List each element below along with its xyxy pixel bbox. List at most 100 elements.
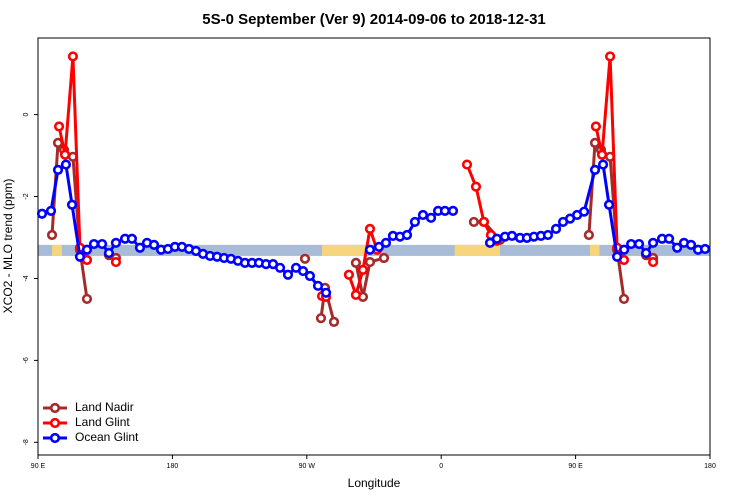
data-point	[618, 293, 630, 305]
plot-frame	[37, 37, 711, 456]
y-tick-label: 0	[23, 113, 30, 117]
data-point	[53, 121, 65, 132]
data-point	[364, 244, 376, 255]
data-point	[484, 237, 496, 248]
data-point	[67, 51, 79, 62]
data-point	[134, 242, 146, 253]
data-point	[66, 199, 78, 210]
data-point	[478, 216, 490, 228]
data-point	[461, 159, 473, 170]
chart-title: 5S-0 September (Ver 9) 2014-09-06 to 201…	[202, 11, 546, 28]
data-point	[350, 257, 362, 268]
data-point	[550, 223, 562, 234]
y-axis-label: XCO2 - MLO trend (ppm)	[1, 179, 15, 314]
data-point	[60, 159, 72, 170]
data-point	[110, 256, 122, 268]
data-point	[59, 149, 71, 160]
data-point	[699, 243, 711, 255]
legend-label: Land Nadir	[75, 400, 134, 414]
data-point	[604, 51, 616, 62]
data-point	[364, 256, 376, 268]
data-point	[81, 293, 93, 305]
data-point	[542, 229, 554, 241]
data-point	[282, 269, 294, 280]
data-point	[52, 164, 64, 175]
y-tick-label: -4	[23, 275, 30, 281]
data-point	[619, 244, 630, 255]
data-point	[320, 287, 332, 298]
band-highlight	[322, 244, 369, 256]
data-point	[45, 205, 57, 216]
data-point	[685, 239, 697, 250]
data-point	[373, 241, 385, 253]
data-point	[626, 238, 637, 250]
data-point	[417, 209, 429, 221]
data-point	[425, 212, 437, 223]
data-point	[96, 238, 108, 250]
data-point	[672, 242, 683, 253]
data-point	[603, 199, 615, 210]
legend-label: Ocean Glint	[75, 430, 139, 444]
data-point	[36, 208, 48, 219]
x-tick-label: 180	[167, 463, 179, 470]
data-point	[579, 206, 590, 217]
data-point	[380, 237, 392, 248]
legend-marker	[49, 402, 61, 414]
x-tick-label: 90 W	[299, 463, 316, 470]
data-point	[648, 237, 659, 248]
legend-marker	[49, 432, 61, 444]
data-point	[409, 216, 421, 228]
data-point	[596, 149, 608, 160]
data-point	[468, 216, 480, 228]
data-point	[357, 264, 369, 275]
data-point	[378, 252, 390, 264]
data-point	[297, 265, 309, 277]
data-point	[88, 238, 100, 250]
data-point	[589, 137, 601, 148]
x-tick-label: 180	[704, 463, 716, 470]
y-tick-label: -8	[23, 439, 30, 445]
data-point	[589, 164, 601, 175]
data-point	[126, 233, 138, 244]
data-point	[612, 251, 623, 262]
data-point	[350, 289, 362, 300]
data-point	[401, 229, 413, 241]
data-point	[343, 269, 355, 280]
x-tick-label: 0	[439, 463, 443, 470]
data-point	[110, 237, 122, 248]
y-tick-label: -2	[23, 193, 30, 199]
data-point	[583, 229, 594, 241]
data-point	[103, 247, 115, 259]
data-point	[52, 137, 64, 148]
x-tick-label: 90 E	[31, 463, 46, 470]
data-point	[633, 238, 645, 250]
data-point	[506, 230, 518, 241]
data-point	[491, 233, 503, 244]
data-point	[148, 239, 160, 250]
data-point	[304, 270, 316, 282]
data-point	[640, 247, 652, 259]
x-tick-label: 90 E	[568, 463, 583, 470]
data-point	[312, 280, 324, 291]
y-tick-label: -6	[23, 357, 30, 363]
legend-marker	[49, 417, 61, 429]
data-point	[328, 316, 340, 327]
data-point	[439, 205, 451, 216]
data-point	[364, 223, 376, 234]
data-point	[46, 229, 58, 241]
data-point	[648, 256, 659, 268]
data-point	[590, 121, 602, 132]
data-point	[597, 159, 609, 170]
legend-label: Land Glint	[75, 415, 130, 429]
data-point	[274, 262, 286, 273]
data-point	[74, 251, 86, 262]
data-point	[299, 253, 311, 264]
x-axis-label: Longitude	[348, 476, 401, 490]
data-point	[315, 313, 327, 324]
data-point	[663, 233, 675, 244]
data-point	[81, 244, 93, 255]
band-highlight	[52, 244, 62, 256]
band-highlight	[454, 244, 501, 256]
data-point	[447, 205, 459, 216]
data-point	[470, 181, 482, 192]
